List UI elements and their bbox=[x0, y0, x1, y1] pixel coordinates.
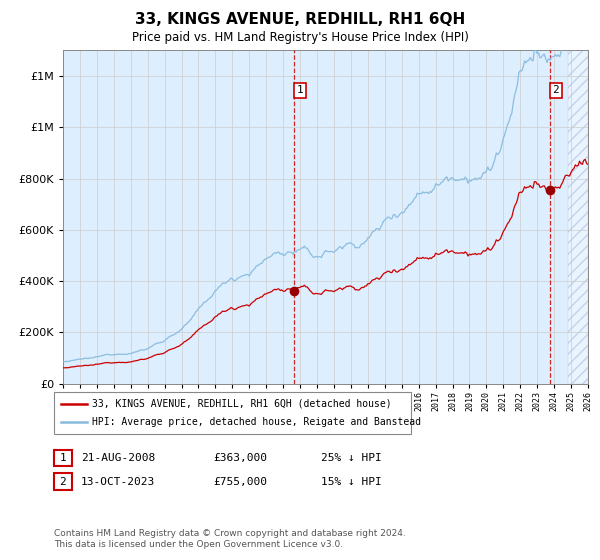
Text: HPI: Average price, detached house, Reigate and Banstead: HPI: Average price, detached house, Reig… bbox=[92, 417, 421, 427]
Text: 2: 2 bbox=[59, 477, 67, 487]
Text: 25% ↓ HPI: 25% ↓ HPI bbox=[321, 453, 382, 463]
Text: £755,000: £755,000 bbox=[213, 477, 267, 487]
Bar bbox=[568, 50, 588, 384]
Text: Price paid vs. HM Land Registry's House Price Index (HPI): Price paid vs. HM Land Registry's House … bbox=[131, 31, 469, 44]
Text: 2: 2 bbox=[553, 85, 559, 95]
Text: 15% ↓ HPI: 15% ↓ HPI bbox=[321, 477, 382, 487]
Text: 33, KINGS AVENUE, REDHILL, RH1 6QH (detached house): 33, KINGS AVENUE, REDHILL, RH1 6QH (deta… bbox=[92, 399, 391, 409]
Text: 13-OCT-2023: 13-OCT-2023 bbox=[81, 477, 155, 487]
Text: 21-AUG-2008: 21-AUG-2008 bbox=[81, 453, 155, 463]
Text: £363,000: £363,000 bbox=[213, 453, 267, 463]
Text: Contains HM Land Registry data © Crown copyright and database right 2024.
This d: Contains HM Land Registry data © Crown c… bbox=[54, 529, 406, 549]
Text: 1: 1 bbox=[296, 85, 303, 95]
Bar bbox=[63, 50, 568, 384]
Text: 1: 1 bbox=[59, 453, 67, 463]
Text: 33, KINGS AVENUE, REDHILL, RH1 6QH: 33, KINGS AVENUE, REDHILL, RH1 6QH bbox=[135, 12, 465, 27]
